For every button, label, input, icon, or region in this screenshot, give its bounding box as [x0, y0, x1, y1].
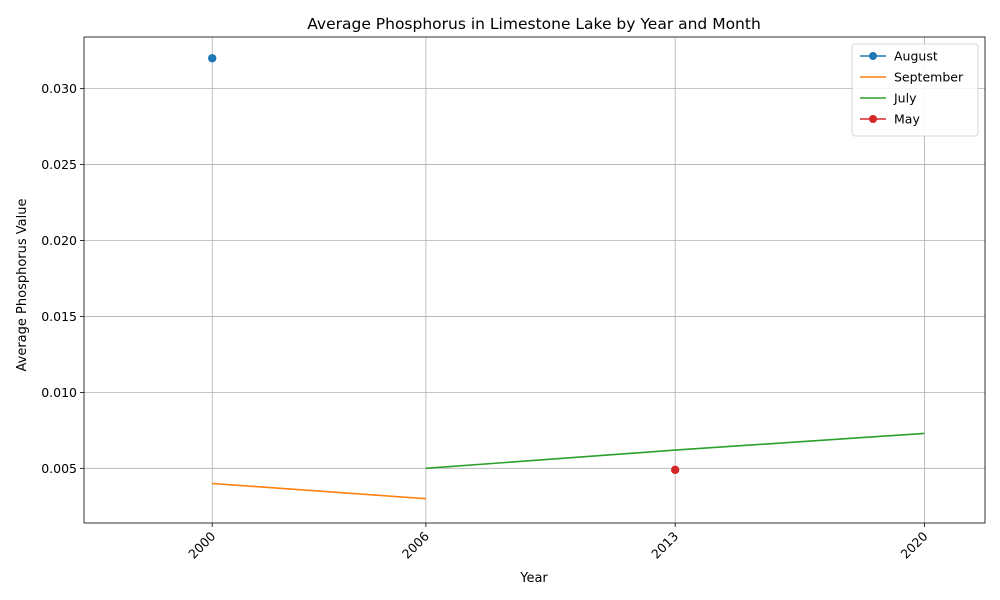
y-tick-label: 0.025 [41, 157, 77, 172]
y-tick-label: 0.005 [41, 461, 77, 476]
legend-marker-august [869, 52, 877, 60]
data-point-august [208, 54, 217, 63]
series-layer [208, 54, 925, 500]
legend-label-september: September [894, 70, 964, 85]
y-tick-label: 0.030 [41, 81, 77, 96]
legend-label-august: August [894, 49, 938, 64]
grid [84, 37, 985, 523]
legend-marker-may [869, 115, 877, 123]
y-tick-label: 0.015 [41, 309, 77, 324]
y-axis-title: Average Phosphorus Value [15, 199, 30, 372]
legend-label-may: May [894, 112, 920, 127]
plot-frame [83, 36, 986, 524]
data-point-may [670, 465, 680, 475]
series-line-september [212, 482, 426, 500]
legend-box [851, 43, 979, 137]
y-tick-label: 0.010 [41, 385, 77, 400]
series-line-july [425, 432, 925, 470]
chart-title: Average Phosphorus in Limestone Lake by … [307, 15, 761, 33]
y-tick-label: 0.020 [41, 233, 77, 248]
legend-label-july: July [893, 91, 917, 106]
legend: August September July May [851, 43, 979, 137]
x-axis-title: Year [519, 571, 548, 586]
